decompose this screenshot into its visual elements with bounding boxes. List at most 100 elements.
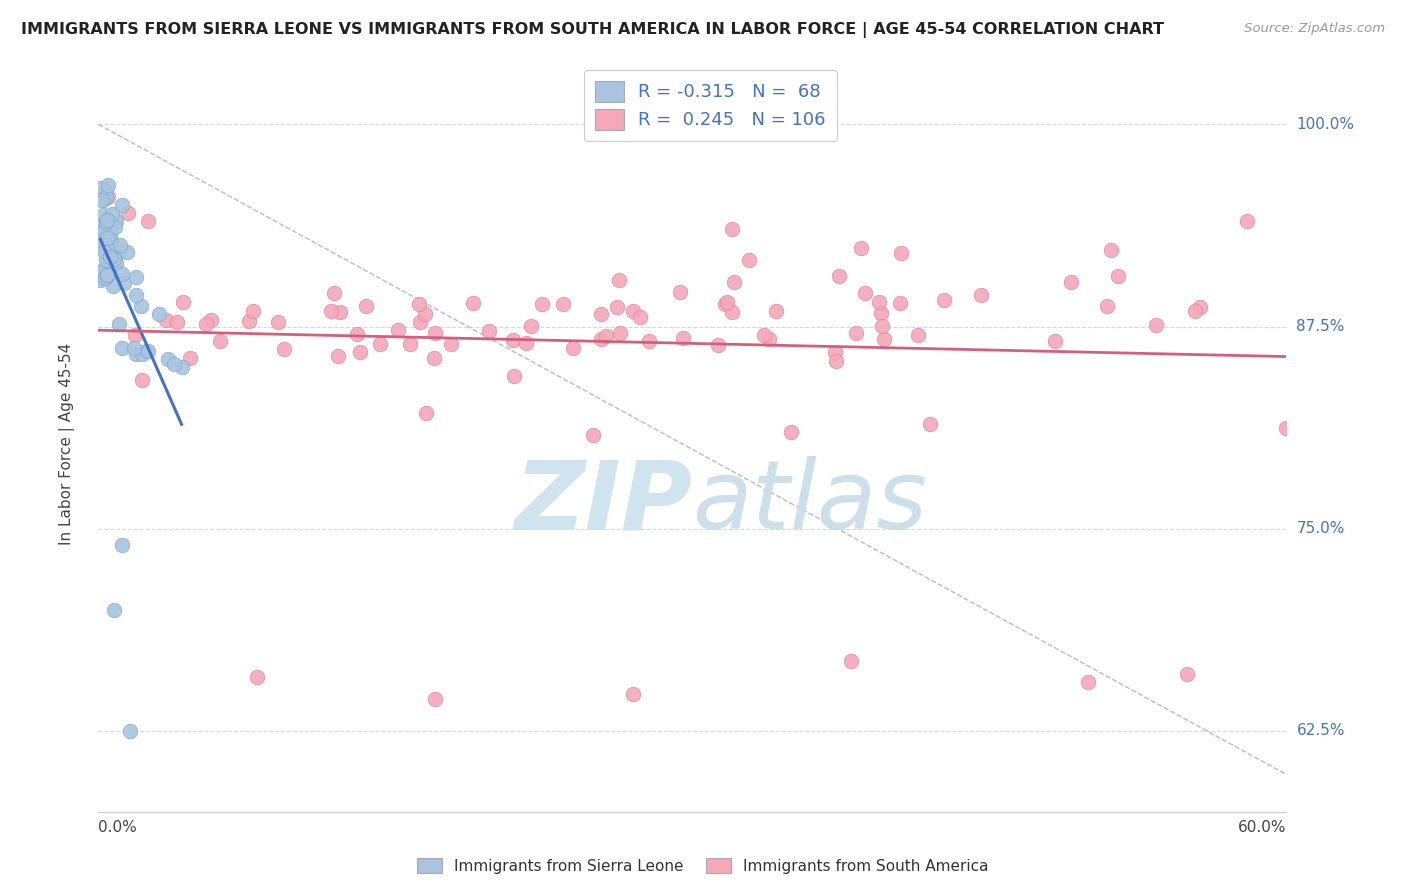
Point: [117, 244, 139, 259]
Point: [356, 299, 378, 313]
Point: [1107, 268, 1129, 283]
Point: [112, 277, 135, 291]
Text: IMMIGRANTS FROM SIERRA LEONE VS IMMIGRANTS FROM SOUTH AMERICA IN LABOR FORCE | A: IMMIGRANTS FROM SIERRA LEONE VS IMMIGRAN…: [21, 22, 1164, 38]
Point: [100, 233, 122, 247]
Point: [93, 193, 115, 207]
Point: [1099, 243, 1122, 257]
Point: [117, 206, 139, 220]
Point: [970, 288, 993, 302]
Y-axis label: In Labor Force | Age 45-54: In Labor Force | Age 45-54: [59, 343, 75, 545]
Point: [105, 256, 128, 270]
Point: [242, 303, 264, 318]
Point: [477, 324, 499, 338]
Point: [398, 337, 420, 351]
Point: [156, 351, 179, 366]
Point: [907, 328, 929, 343]
Point: [873, 332, 896, 346]
Point: [440, 337, 463, 351]
Point: [135, 343, 157, 358]
Point: [461, 295, 484, 310]
Point: [98, 217, 121, 231]
Point: [131, 347, 153, 361]
Point: [628, 310, 651, 325]
Point: [136, 214, 159, 228]
Point: [129, 300, 152, 314]
Point: [94, 252, 117, 267]
Point: [238, 314, 260, 328]
Point: [322, 285, 344, 300]
Point: [125, 347, 148, 361]
Text: 75.0%: 75.0%: [1296, 521, 1344, 536]
Point: [107, 245, 129, 260]
Point: [502, 333, 524, 347]
Point: [91, 265, 114, 279]
Point: [91, 208, 114, 222]
Point: [97, 228, 120, 243]
Point: [415, 406, 437, 420]
Point: [110, 267, 132, 281]
Point: [194, 318, 217, 332]
Point: [1184, 304, 1206, 318]
Point: [423, 691, 446, 706]
Point: [721, 222, 744, 236]
Point: [828, 269, 851, 284]
Point: [515, 336, 537, 351]
Point: [845, 326, 868, 340]
Point: [101, 278, 124, 293]
Point: [868, 295, 890, 310]
Point: [672, 331, 695, 345]
Point: [200, 313, 222, 327]
Point: [96, 268, 118, 282]
Point: [246, 671, 269, 685]
Point: [166, 315, 188, 329]
Point: [125, 270, 148, 285]
Point: [839, 654, 862, 668]
Point: [520, 319, 543, 334]
Point: [870, 305, 893, 319]
Point: [111, 341, 134, 355]
Point: [1236, 214, 1258, 228]
Point: [110, 242, 132, 256]
Point: [97, 267, 120, 281]
Point: [96, 268, 118, 283]
Point: [853, 286, 876, 301]
Point: [93, 244, 115, 258]
Text: 60.0%: 60.0%: [1239, 820, 1286, 835]
Point: [582, 428, 605, 442]
Point: [97, 238, 120, 252]
Point: [98, 212, 121, 227]
Point: [423, 351, 446, 365]
Point: [89, 232, 111, 246]
Point: [94, 215, 117, 229]
Point: [721, 305, 744, 319]
Point: [669, 285, 692, 299]
Point: [1275, 421, 1298, 435]
Point: [170, 359, 193, 374]
Legend: Immigrants from Sierra Leone, Immigrants from South America: Immigrants from Sierra Leone, Immigrants…: [412, 852, 994, 880]
Point: [849, 241, 872, 255]
Point: [155, 312, 177, 326]
Point: [609, 273, 631, 287]
Point: [107, 317, 129, 331]
Text: 100.0%: 100.0%: [1296, 117, 1354, 132]
Point: [104, 213, 127, 227]
Point: [94, 183, 117, 197]
Point: [172, 294, 194, 309]
Point: [595, 329, 617, 343]
Point: [89, 273, 111, 287]
Point: [932, 293, 955, 307]
Point: [621, 304, 644, 318]
Point: [591, 307, 613, 321]
Point: [100, 219, 122, 234]
Point: [90, 193, 112, 207]
Point: [765, 303, 787, 318]
Text: ZIP: ZIP: [515, 456, 692, 549]
Point: [96, 231, 118, 245]
Point: [531, 297, 554, 311]
Point: [870, 318, 893, 333]
Point: [97, 268, 120, 282]
Point: [368, 337, 391, 351]
Point: [408, 296, 430, 310]
Point: [98, 227, 121, 241]
Point: [120, 723, 142, 738]
